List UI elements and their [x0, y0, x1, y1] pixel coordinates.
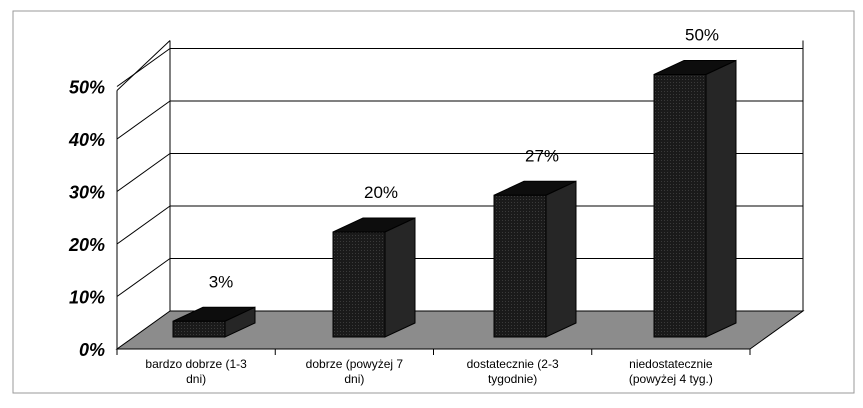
y-tick-label: 10% — [69, 288, 105, 308]
y-tick-label: 20% — [68, 235, 105, 255]
x-category-label: dobrze (powyżej 7 dni) — [306, 357, 404, 386]
chart-frame — [12, 10, 855, 394]
gridline-side — [116, 48, 171, 87]
data-label: 20% — [364, 183, 398, 202]
y-tick-label: 40% — [68, 130, 105, 150]
data-label: 50% — [685, 26, 719, 45]
bar — [493, 180, 577, 338]
bar-front — [172, 320, 226, 338]
bar — [172, 306, 256, 338]
data-label: 27% — [525, 146, 559, 165]
gridline-side — [116, 100, 171, 140]
bar — [332, 217, 416, 338]
bar-side — [705, 59, 737, 338]
y-tick-label: 50% — [69, 78, 105, 98]
bar-side — [384, 217, 416, 338]
gridline-side — [116, 153, 171, 192]
x-category-label: bardzo dobrze (1-3 dni) — [145, 357, 247, 386]
bar-front — [653, 74, 707, 338]
bar-front — [332, 231, 386, 338]
data-label: 3% — [209, 272, 234, 291]
bar-side — [545, 180, 577, 338]
gridline-side — [116, 258, 171, 297]
side-wall-top-edge — [116, 40, 171, 91]
x-category-label: dostatecznie (2-3 tygodnie) — [467, 357, 559, 386]
bar-front — [493, 194, 547, 338]
y-tick-label: 30% — [69, 183, 105, 203]
bar — [653, 59, 737, 338]
y-tick-label: 0% — [79, 340, 105, 360]
x-category-label: niedostatecznie (powyżej 4 tyg.) — [629, 357, 713, 386]
gridline-side — [116, 205, 171, 245]
